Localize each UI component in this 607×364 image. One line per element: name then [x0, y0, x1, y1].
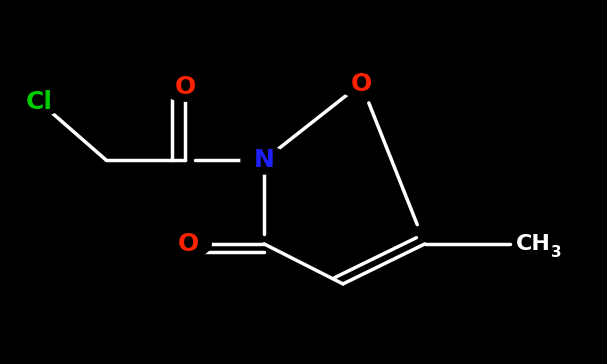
Text: Cl: Cl: [26, 90, 53, 114]
Text: 3: 3: [551, 245, 562, 261]
Text: O: O: [174, 75, 196, 99]
Circle shape: [162, 74, 208, 101]
Text: N: N: [254, 148, 274, 172]
Text: O: O: [350, 72, 372, 96]
Circle shape: [165, 230, 211, 258]
Circle shape: [338, 70, 384, 98]
Text: CH: CH: [516, 234, 551, 254]
Circle shape: [16, 88, 63, 116]
Text: O: O: [177, 232, 199, 256]
Circle shape: [241, 146, 287, 174]
